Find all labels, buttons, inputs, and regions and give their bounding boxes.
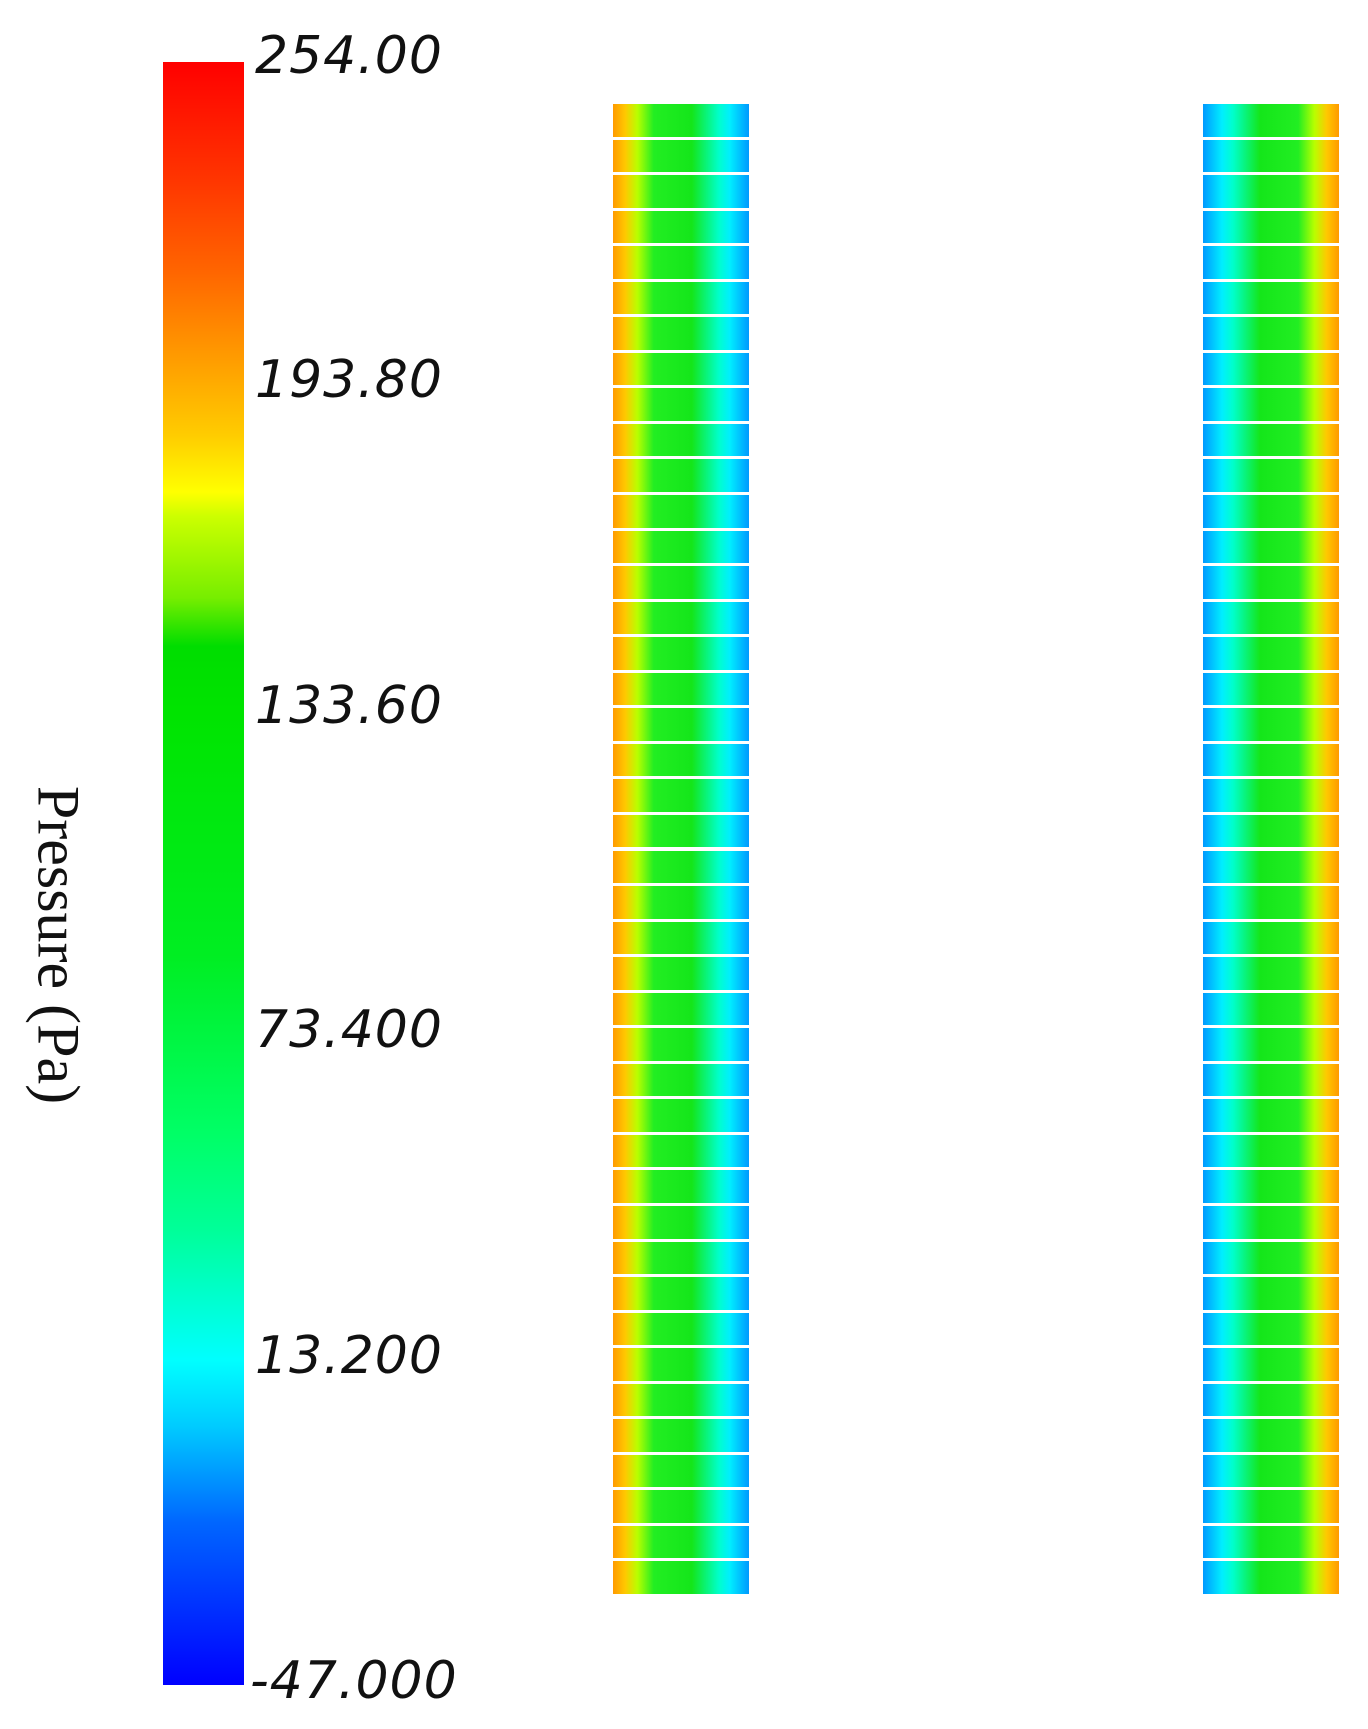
colorbar-tick-4: 73.400 — [255, 1000, 443, 1060]
channel-segment — [1203, 1525, 1339, 1559]
channel-segment — [1203, 104, 1339, 137]
channel-segment — [1203, 281, 1339, 315]
channel-segment — [1203, 246, 1339, 279]
channel-segment — [613, 1134, 749, 1168]
channel-segment — [613, 495, 749, 528]
channel-segment — [613, 1525, 749, 1559]
channel-segment — [1203, 317, 1339, 350]
right-channel-column — [1203, 104, 1339, 1597]
channel-segment — [613, 1241, 749, 1275]
channel-segment — [1203, 530, 1339, 564]
channel-segment — [1203, 495, 1339, 528]
colorbar-tick-5: 13.200 — [255, 1326, 443, 1386]
channel-segment — [613, 921, 749, 955]
channel-segment — [1203, 1170, 1339, 1203]
channel-segment — [613, 1490, 749, 1523]
channel-segment — [1203, 886, 1339, 919]
channel-segment — [613, 317, 749, 350]
channel-segment — [613, 530, 749, 564]
channel-segment — [613, 957, 749, 990]
channel-segment — [1203, 1561, 1339, 1594]
channel-segment — [613, 1063, 749, 1097]
channel-segment — [613, 246, 749, 279]
channel-segment — [613, 1099, 749, 1132]
channel-segment — [613, 1312, 749, 1346]
channel-segment — [613, 1277, 749, 1310]
channel-segment — [1203, 601, 1339, 635]
channel-segment — [613, 423, 749, 457]
channel-segment — [1203, 957, 1339, 990]
channel-segment — [1203, 388, 1339, 421]
channel-segment — [1203, 1490, 1339, 1523]
channel-segment — [613, 281, 749, 315]
channel-segment — [613, 886, 749, 919]
channel-segment — [1203, 352, 1339, 386]
channel-segment — [613, 1028, 749, 1061]
channel-segment — [1203, 814, 1339, 848]
channel-segment — [1203, 1277, 1339, 1310]
channel-segment — [613, 566, 749, 599]
channel-segment — [1203, 423, 1339, 457]
channel-segment — [1203, 1348, 1339, 1381]
channel-segment — [1203, 850, 1339, 884]
channel-segment — [1203, 921, 1339, 955]
channel-segment — [1203, 139, 1339, 173]
channel-segment — [1203, 1099, 1339, 1132]
channel-segment — [1203, 1454, 1339, 1488]
channel-segment — [613, 352, 749, 386]
channel-segment — [1203, 1028, 1339, 1061]
channel-segment — [1203, 1241, 1339, 1275]
channel-segment — [1203, 779, 1339, 812]
channel-segment — [613, 139, 749, 173]
channel-segment — [613, 850, 749, 884]
colorbar-tick-max: 254.00 — [255, 26, 443, 86]
channel-segment — [1203, 1419, 1339, 1452]
colorbar-tick-min: -47.000 — [250, 1651, 458, 1711]
channel-segment — [1203, 459, 1339, 493]
channel-segment — [613, 104, 749, 137]
channel-segment — [613, 1383, 749, 1417]
channel-segment — [613, 992, 749, 1026]
channel-segment — [613, 1205, 749, 1239]
channel-segment — [613, 1348, 749, 1381]
channel-segment — [1203, 1205, 1339, 1239]
channel-segment — [1203, 1063, 1339, 1097]
channel-segment — [1203, 566, 1339, 599]
colorbar-tick-2: 193.80 — [255, 350, 443, 410]
left-channel-column — [613, 104, 749, 1597]
channel-segment — [613, 779, 749, 812]
channel-segment — [613, 814, 749, 848]
channel-segment — [1203, 743, 1339, 777]
channel-segment — [613, 601, 749, 635]
channel-segment — [613, 743, 749, 777]
channel-segment — [613, 708, 749, 741]
channel-segment — [613, 210, 749, 244]
channel-segment — [1203, 1134, 1339, 1168]
colorbar-title: Pressure (Pa) — [25, 785, 92, 1105]
channel-segment — [1203, 992, 1339, 1026]
channel-segment — [1203, 672, 1339, 706]
colorbar-tick-3: 133.60 — [255, 676, 443, 736]
channel-segment — [1203, 708, 1339, 741]
channel-segment — [1203, 1383, 1339, 1417]
channel-segment — [613, 1454, 749, 1488]
channel-segment — [613, 1419, 749, 1452]
channel-segment — [1203, 175, 1339, 208]
channel-segment — [613, 672, 749, 706]
channel-segment — [1203, 637, 1339, 670]
channel-segment — [613, 388, 749, 421]
channel-segment — [1203, 210, 1339, 244]
channel-segment — [613, 175, 749, 208]
channel-segment — [1203, 1312, 1339, 1346]
channel-segment — [613, 637, 749, 670]
pressure-colorbar — [163, 62, 244, 1685]
channel-segment — [613, 459, 749, 493]
channel-segment — [613, 1170, 749, 1203]
channel-segment — [613, 1561, 749, 1594]
